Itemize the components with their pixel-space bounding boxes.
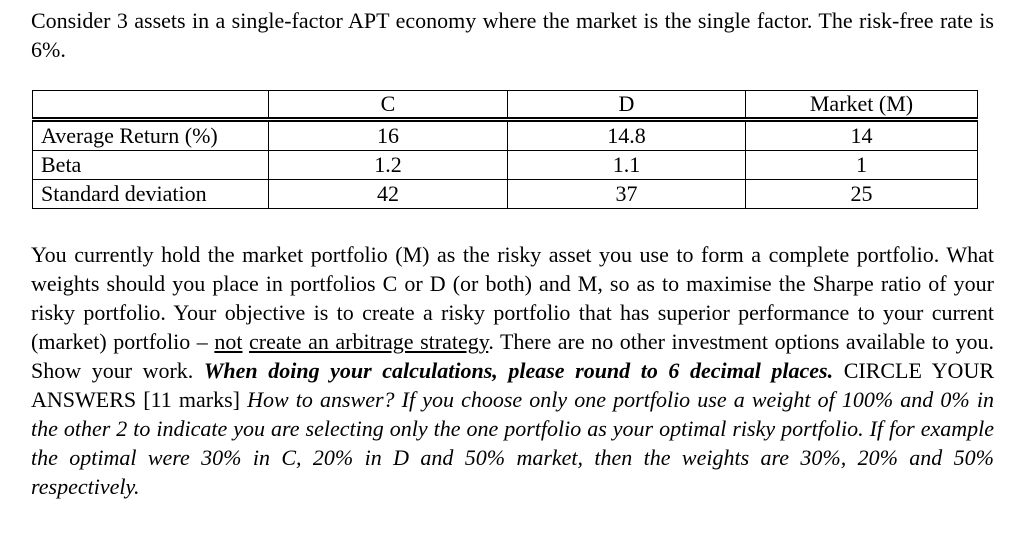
table-header-row: C D Market (M) xyxy=(32,90,978,122)
table-header-cell-blank xyxy=(32,90,269,122)
table-cell: 16 xyxy=(268,119,508,151)
text-run: . There are no other investment options … xyxy=(31,329,994,383)
table-row-average-return: Average Return (%) 16 14.8 14 xyxy=(32,119,978,151)
row-label: Standard deviation xyxy=(32,179,269,209)
intro-paragraph: Consider 3 assets in a single-factor APT… xyxy=(31,8,994,62)
table-header-cell-c: C xyxy=(268,90,508,122)
text-run: CIRCLE YOUR ANSWERS [11 marks] xyxy=(31,358,995,412)
text-run: When doing your calculations, please rou… xyxy=(203,358,834,383)
table-cell: 14.8 xyxy=(507,119,746,151)
text-run: not xyxy=(214,329,243,354)
text-run: create an arbitrage strategy xyxy=(249,329,489,354)
assets-table: C D Market (M) Average Return (%) 16 14.… xyxy=(32,90,978,209)
table-cell: 37 xyxy=(507,179,746,209)
table-cell: 1 xyxy=(745,150,978,180)
document-page: Consider 3 assets in a single-factor APT… xyxy=(31,8,994,501)
row-label: Beta xyxy=(32,150,269,180)
table-cell: 1.2 xyxy=(268,150,508,180)
question-paragraph: You currently hold the market portfolio … xyxy=(31,240,994,501)
table-cell: 25 xyxy=(745,179,978,209)
text-run: How to answer? If you choose only one po… xyxy=(31,387,994,499)
table-header-cell-d: D xyxy=(507,90,746,122)
table-cell: 1.1 xyxy=(507,150,746,180)
text-run: You currently hold the market portfolio … xyxy=(31,242,994,354)
row-label: Average Return (%) xyxy=(32,119,269,151)
table-row-standard-deviation: Standard deviation 42 37 25 xyxy=(32,179,978,209)
table-cell: 14 xyxy=(745,119,978,151)
table-row-beta: Beta 1.2 1.1 1 xyxy=(32,150,978,180)
table-cell: 42 xyxy=(268,179,508,209)
table-header-cell-market: Market (M) xyxy=(745,90,978,122)
